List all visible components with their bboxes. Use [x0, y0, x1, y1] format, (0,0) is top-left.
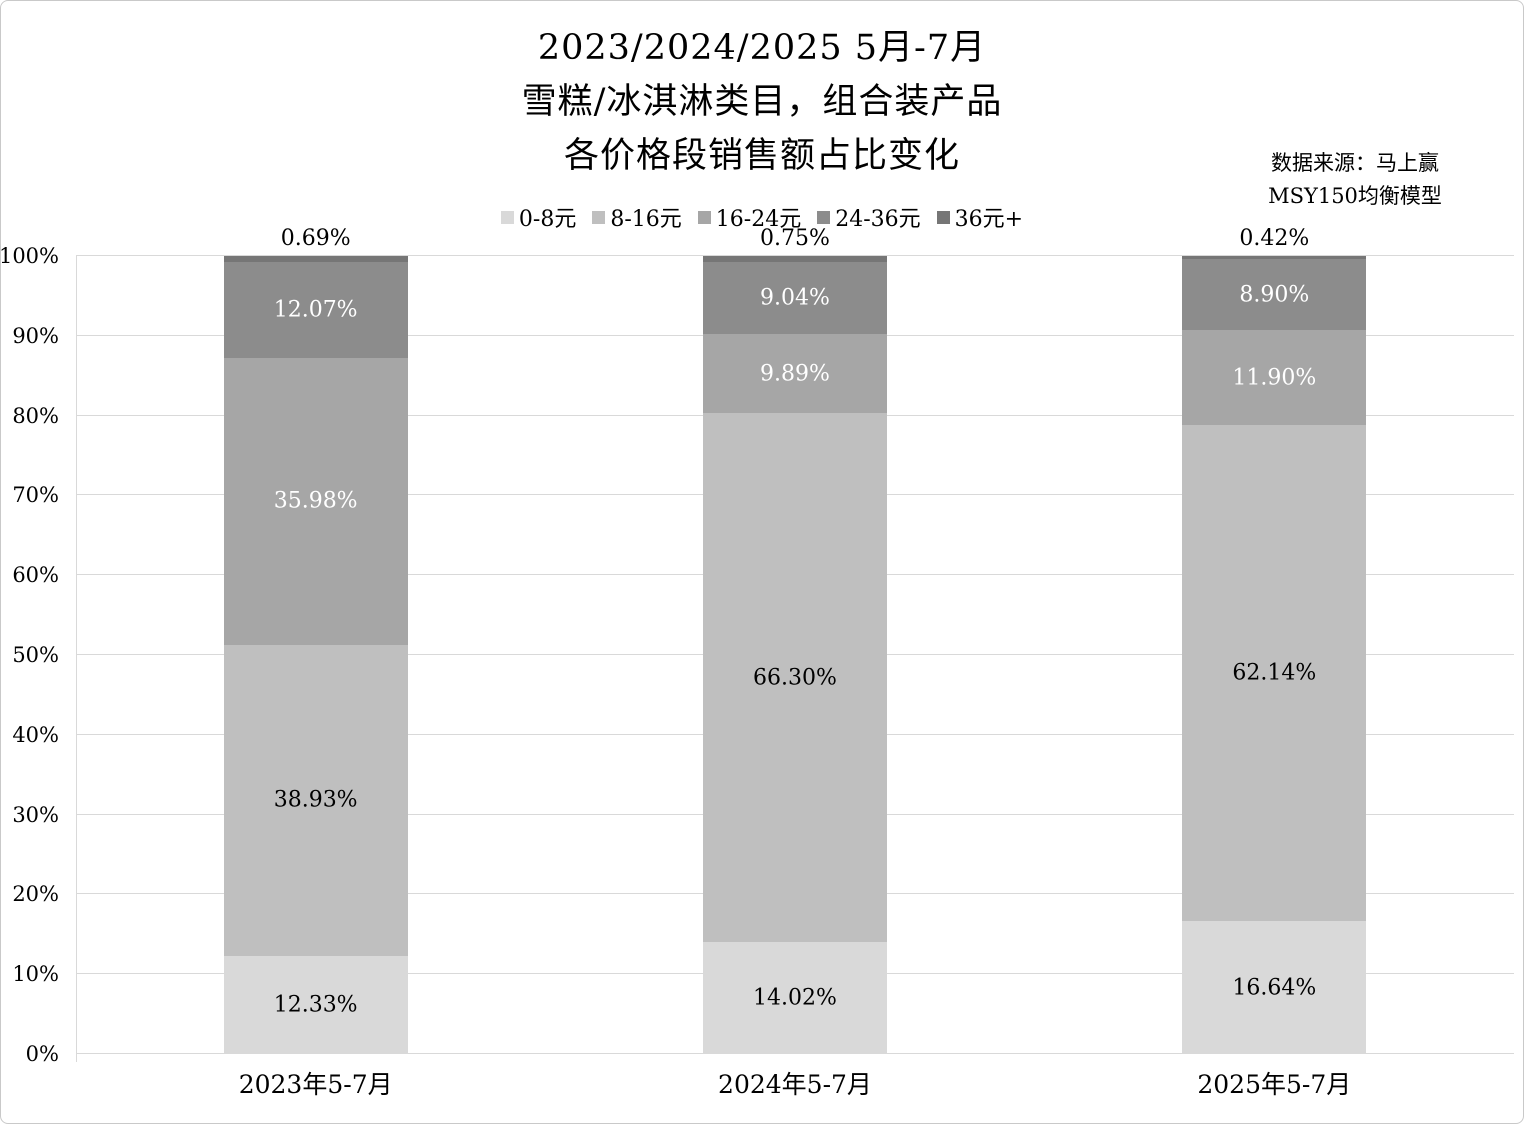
legend-swatch-icon — [817, 210, 831, 224]
bar-segment-24-36元: 12.07% — [223, 261, 408, 358]
legend-swatch-icon — [697, 210, 711, 224]
stacked-bar: 14.02% 66.30% 9.89% 9.04% 0.75% — [702, 226, 887, 1054]
legend-item: 24-36元 — [817, 201, 921, 233]
legend-swatch-icon — [936, 210, 950, 224]
category-slot: 14.02% 66.30% 9.89% 9.04% 0.75% — [555, 226, 1034, 1054]
bars-area: 12.33% 38.93% 35.98% 12.07% 0.69% 14.02% 66.30… — [76, 226, 1514, 1054]
segment-data-label: 11.90% — [1232, 365, 1317, 391]
legend-label: 36元+ — [954, 207, 1024, 232]
chart-title: 2023/2024/2025 5月-7月 雪糕/冰淇淋类目，组合装产品 各价格段… — [1, 21, 1523, 183]
segment-data-label: 16.64% — [1232, 975, 1317, 1001]
bar-segment-36元+: 0.75% — [702, 226, 887, 263]
bar-segment-8-16元: 66.30% — [702, 413, 887, 943]
segment-data-label: 9.89% — [760, 361, 830, 387]
y-axis-tick-label: 0% — [25, 1042, 59, 1066]
segment-data-label: 0.69% — [280, 226, 351, 252]
data-source-line-2: MSY150均衡模型 — [1268, 184, 1442, 208]
y-axis-tick-label: 40% — [12, 722, 59, 747]
x-axis-category-label: 2023年5-7月 — [238, 1070, 393, 1099]
bar-segment-36元+: 0.42% — [1182, 226, 1367, 260]
y-axis: 0% 10% 20% 30% 40% 50% 60% 70% 80% 90% 100% — [1, 244, 67, 1066]
bar-segment-24-36元: 9.04% — [702, 262, 887, 335]
bar-segment-0-8元: 16.64% — [1182, 921, 1367, 1054]
stacked-bar: 12.33% 38.93% 35.98% 12.07% 0.69% — [223, 226, 408, 1054]
y-axis-tick-label: 80% — [12, 403, 59, 428]
bar-segment-24-36元: 8.90% — [1182, 259, 1367, 331]
segment-data-label: 35.98% — [273, 488, 358, 514]
legend-item: 8-16元 — [592, 201, 682, 233]
segment-data-label: 12.07% — [273, 297, 358, 323]
legend-swatch-icon — [592, 210, 606, 224]
segment-data-label: 0.75% — [760, 226, 830, 252]
legend-swatch-icon — [500, 210, 514, 224]
legend-label: 0-8元 — [518, 207, 577, 232]
segment-data-label: 0.42% — [1239, 226, 1310, 252]
y-axis-tick-label: 20% — [12, 882, 59, 907]
bar-segment-0-8元: 12.33% — [223, 955, 408, 1054]
y-axis-tick-label: 30% — [12, 802, 59, 827]
category-slot: 16.64% 62.14% 11.90% 8.90% 0.42% — [1035, 226, 1514, 1054]
bar-segment-0-8元: 14.02% — [702, 942, 887, 1054]
x-axis-category-label: 2024年5-7月 — [718, 1070, 872, 1099]
chart-title-line-1: 2023/2024/2025 5月-7月 — [537, 28, 987, 68]
segment-data-label: 9.04% — [760, 285, 830, 311]
category-slot: 12.33% 38.93% 35.98% 12.07% 0.69% — [76, 226, 555, 1054]
legend-item: 0-8元 — [500, 201, 577, 233]
legend-label: 24-36元 — [835, 207, 921, 232]
chart-title-line-2: 雪糕/冰淇淋类目，组合装产品 — [521, 82, 1003, 122]
data-source-note: 数据来源：马上赢 MSY150均衡模型 — [1235, 147, 1475, 213]
x-axis-category-label: 2025年5-7月 — [1197, 1070, 1352, 1099]
chart-title-line-3: 各价格段销售额占比变化 — [563, 136, 960, 176]
segment-data-label: 12.33% — [273, 992, 358, 1018]
segment-data-label: 14.02% — [753, 985, 837, 1011]
segment-data-label: 62.14% — [1232, 660, 1317, 686]
x-axis: 2023年5-7月 2024年5-7月 2025年5-7月 — [76, 1065, 1514, 1101]
stacked-bar: 16.64% 62.14% 11.90% 8.90% 0.42% — [1182, 226, 1367, 1054]
legend: 0-8元 8-16元 16-24元 24-36元 36元+ — [1, 201, 1523, 233]
y-axis-tick-label: 100% — [0, 244, 59, 268]
legend-label: 8-16元 — [610, 207, 682, 232]
y-axis-tick-label: 60% — [12, 563, 59, 588]
gridline — [76, 255, 1514, 256]
bar-segment-8-16元: 62.14% — [1182, 425, 1367, 922]
bar-segment-8-16元: 38.93% — [223, 644, 408, 956]
y-axis-tick-label: 70% — [12, 483, 59, 508]
legend-item: 36元+ — [936, 201, 1024, 233]
bar-segment-16-24元: 35.98% — [223, 357, 408, 645]
y-axis-tick-label: 90% — [12, 323, 59, 348]
y-axis-tick-label: 50% — [12, 643, 59, 667]
legend-label: 16-24元 — [715, 207, 802, 232]
bar-segment-16-24元: 11.90% — [1182, 330, 1367, 426]
bar-segment-16-24元: 9.89% — [702, 334, 887, 414]
segment-data-label: 38.93% — [273, 787, 358, 813]
segment-data-label: 66.30% — [753, 665, 837, 691]
legend-item: 16-24元 — [697, 201, 802, 233]
data-source-line-1: 数据来源：马上赢 — [1271, 151, 1439, 175]
bar-segment-36元+: 0.69% — [223, 226, 408, 262]
segment-data-label: 8.90% — [1239, 282, 1310, 308]
y-axis-tick-label: 10% — [12, 962, 59, 987]
